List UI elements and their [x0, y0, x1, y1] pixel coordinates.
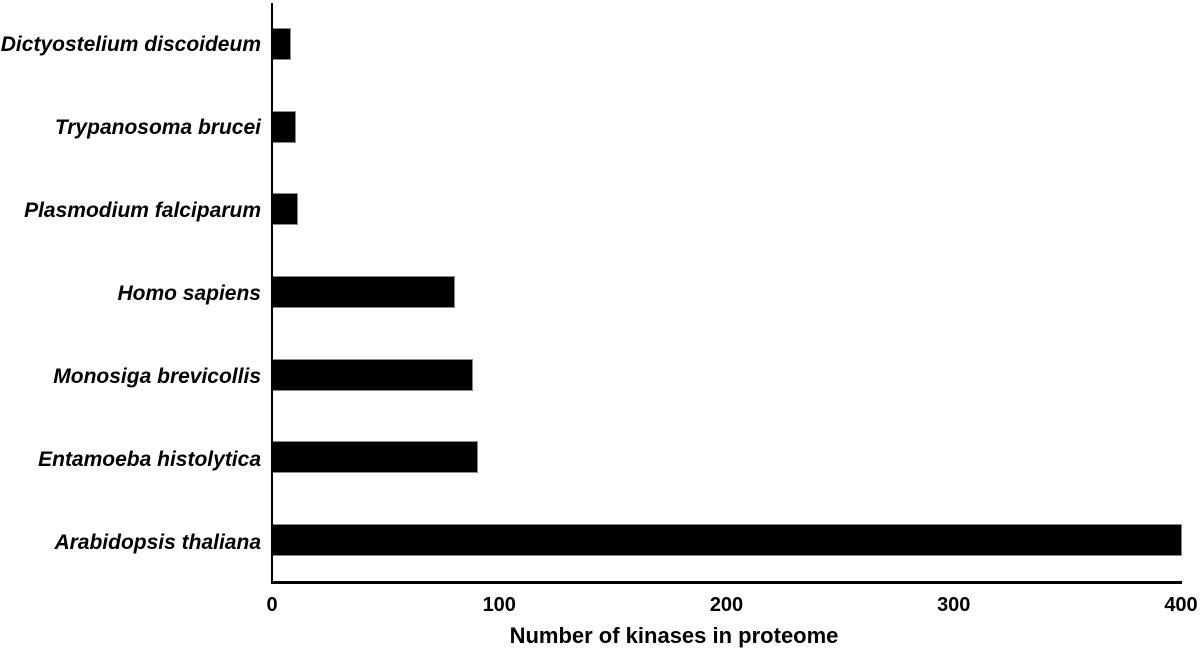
- plot-area: [271, 3, 1182, 584]
- bar: [273, 441, 478, 474]
- bar: [273, 193, 298, 226]
- bar-row: [273, 333, 1182, 416]
- bar: [273, 358, 473, 391]
- category-label-row: Entamoeba histolytica: [0, 418, 265, 501]
- category-label: Homo sapiens: [117, 281, 261, 305]
- x-axis-tick-labels: 0 100 200 300 400: [266, 594, 1197, 618]
- x-tick-label: 0: [266, 594, 278, 616]
- bar: [273, 523, 1182, 556]
- category-label: Arabidopsis thaliana: [54, 530, 261, 554]
- bar-row: [273, 86, 1182, 169]
- bar-row: [273, 168, 1182, 251]
- category-label-row: Plasmodium falciparum: [0, 169, 265, 252]
- y-axis-category-labels: Dictyostelium discoideum Trypanosoma bruc…: [0, 3, 265, 584]
- x-axis-title: Number of kinases in proteome: [509, 623, 839, 648]
- category-label: Trypanosoma brucei: [54, 115, 261, 139]
- category-label: Monosiga brevicollis: [53, 364, 261, 388]
- bar-row: [273, 251, 1182, 334]
- category-label-row: Arabidopsis thaliana: [0, 501, 265, 584]
- bar-row: [273, 416, 1182, 499]
- bar-row: [273, 3, 1182, 86]
- category-label: Entamoeba histolytica: [38, 447, 261, 471]
- bar: [273, 28, 292, 61]
- x-tick-label: 100: [482, 594, 516, 616]
- category-label: Dictyostelium discoideum: [0, 32, 261, 56]
- category-label-row: Dictyostelium discoideum: [0, 3, 265, 86]
- x-tick-label: 400: [1164, 594, 1198, 616]
- category-label-row: Monosiga brevicollis: [0, 335, 265, 418]
- x-tick-label: 200: [709, 594, 744, 616]
- category-label: Plasmodium falciparum: [24, 198, 261, 222]
- x-tick-label: 300: [937, 594, 971, 616]
- bar-row: [273, 498, 1182, 581]
- bar: [273, 276, 455, 309]
- bar: [273, 110, 296, 143]
- category-label-row: Homo sapiens: [0, 252, 265, 335]
- category-label-row: Trypanosoma brucei: [0, 86, 265, 169]
